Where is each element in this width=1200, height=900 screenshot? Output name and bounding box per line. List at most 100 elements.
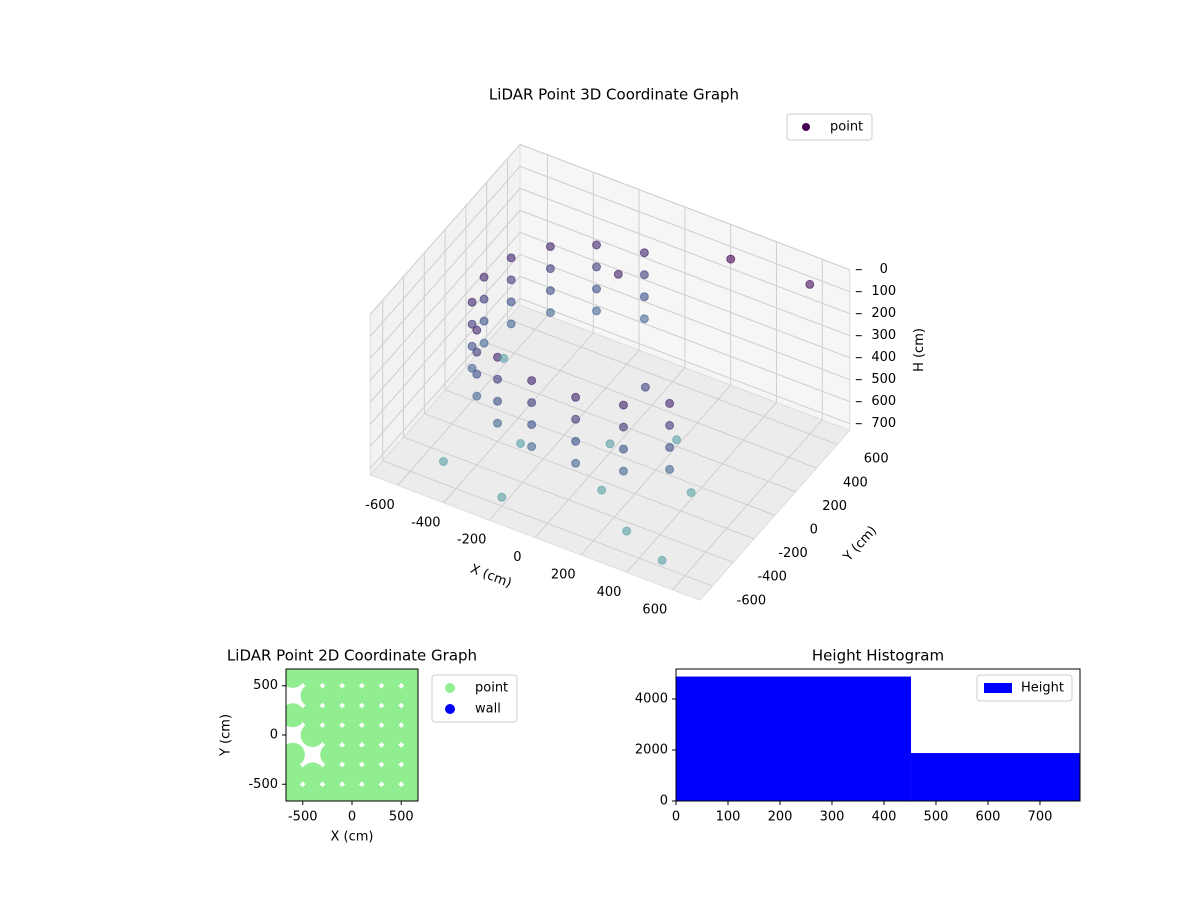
- point: [479, 338, 489, 348]
- legend-label: point: [475, 681, 508, 696]
- legend-marker: [802, 123, 810, 131]
- point: [320, 703, 345, 728]
- point: [300, 723, 325, 747]
- point: [399, 723, 418, 747]
- point: [527, 442, 537, 452]
- point: [472, 325, 482, 335]
- grid-line: [369, 298, 521, 469]
- grid-line: [369, 276, 521, 447]
- y-tick-label: 500: [253, 678, 278, 693]
- grid-line: [369, 254, 521, 425]
- point: [472, 391, 482, 401]
- point: [340, 742, 364, 767]
- point: [286, 703, 305, 728]
- y-tick-label: 600: [864, 452, 889, 467]
- x-tick-label: 700: [1028, 810, 1053, 825]
- x-tick-label: 500: [924, 810, 949, 825]
- point: [592, 240, 602, 250]
- point: [506, 253, 516, 263]
- y-tick-label: -500: [248, 777, 278, 792]
- point: [379, 762, 404, 787]
- point: [571, 392, 581, 402]
- grid-line: [519, 275, 850, 403]
- legend-marker: [984, 683, 1012, 693]
- point: [379, 683, 404, 708]
- x-tick-label: -400: [411, 515, 441, 530]
- point: [300, 762, 325, 787]
- point: [359, 762, 384, 787]
- point: [399, 703, 418, 728]
- x-tick-label: 600: [976, 810, 1001, 825]
- point: [320, 669, 345, 688]
- point: [340, 683, 364, 708]
- point: [622, 526, 632, 536]
- point: [340, 723, 364, 747]
- legend-box: [431, 674, 518, 723]
- z-tick-label: 300: [871, 328, 896, 343]
- point: [527, 398, 537, 408]
- point: [300, 703, 325, 728]
- x-axis-label: X (cm): [331, 830, 374, 845]
- z-tick-label: 600: [871, 394, 896, 409]
- grid-line: [519, 143, 850, 271]
- legend-marker: [445, 683, 455, 693]
- point: [545, 308, 555, 318]
- point: [340, 703, 364, 728]
- x-tick-label: 600: [642, 602, 667, 617]
- z-tick-label: 400: [871, 350, 896, 365]
- legend-box: [786, 113, 873, 141]
- point: [545, 242, 555, 252]
- z-tick-label: 100: [871, 284, 896, 299]
- point: [506, 297, 516, 307]
- point: [379, 782, 404, 801]
- point: [399, 782, 418, 801]
- x-tick-label: 500: [389, 810, 414, 825]
- point: [665, 420, 675, 430]
- point: [597, 485, 607, 495]
- grid-line: [519, 297, 850, 425]
- grid-line: [507, 318, 838, 445]
- point: [340, 782, 364, 801]
- point: [359, 742, 384, 767]
- point: [506, 275, 516, 285]
- y-tick-label: 400: [843, 475, 868, 490]
- legend-label: wall: [475, 702, 501, 717]
- point: [286, 782, 305, 801]
- point: [340, 762, 364, 787]
- point: [665, 442, 675, 452]
- point: [320, 683, 345, 708]
- point: [286, 669, 305, 688]
- point: [686, 488, 696, 498]
- point: [639, 314, 649, 324]
- y-tick-label: -600: [737, 593, 767, 608]
- y-tick-label: 2000: [635, 742, 668, 757]
- grid-line: [403, 436, 734, 563]
- point: [672, 435, 682, 445]
- point: [493, 374, 503, 384]
- grid-line: [519, 253, 850, 381]
- point: [286, 762, 305, 787]
- chart-title: LiDAR Point 3D Coordinate Graph: [489, 86, 739, 104]
- legend-marker: [445, 704, 455, 714]
- x-tick-label: -600: [365, 498, 395, 513]
- point: [379, 742, 404, 767]
- z-tick-label: 200: [871, 306, 896, 321]
- legend-box: [976, 674, 1073, 702]
- point: [359, 683, 384, 708]
- grid-line: [369, 210, 521, 381]
- bar: [676, 676, 912, 801]
- points: [439, 240, 815, 565]
- point: [665, 398, 675, 408]
- point: [640, 382, 650, 392]
- point: [479, 294, 489, 304]
- point: [399, 669, 418, 688]
- x-tick-label: -500: [288, 810, 318, 825]
- point: [320, 782, 345, 801]
- point: [467, 297, 477, 307]
- point: [472, 369, 482, 379]
- x-tick-label: 0: [513, 550, 521, 565]
- point: [639, 292, 649, 302]
- point: [592, 284, 602, 294]
